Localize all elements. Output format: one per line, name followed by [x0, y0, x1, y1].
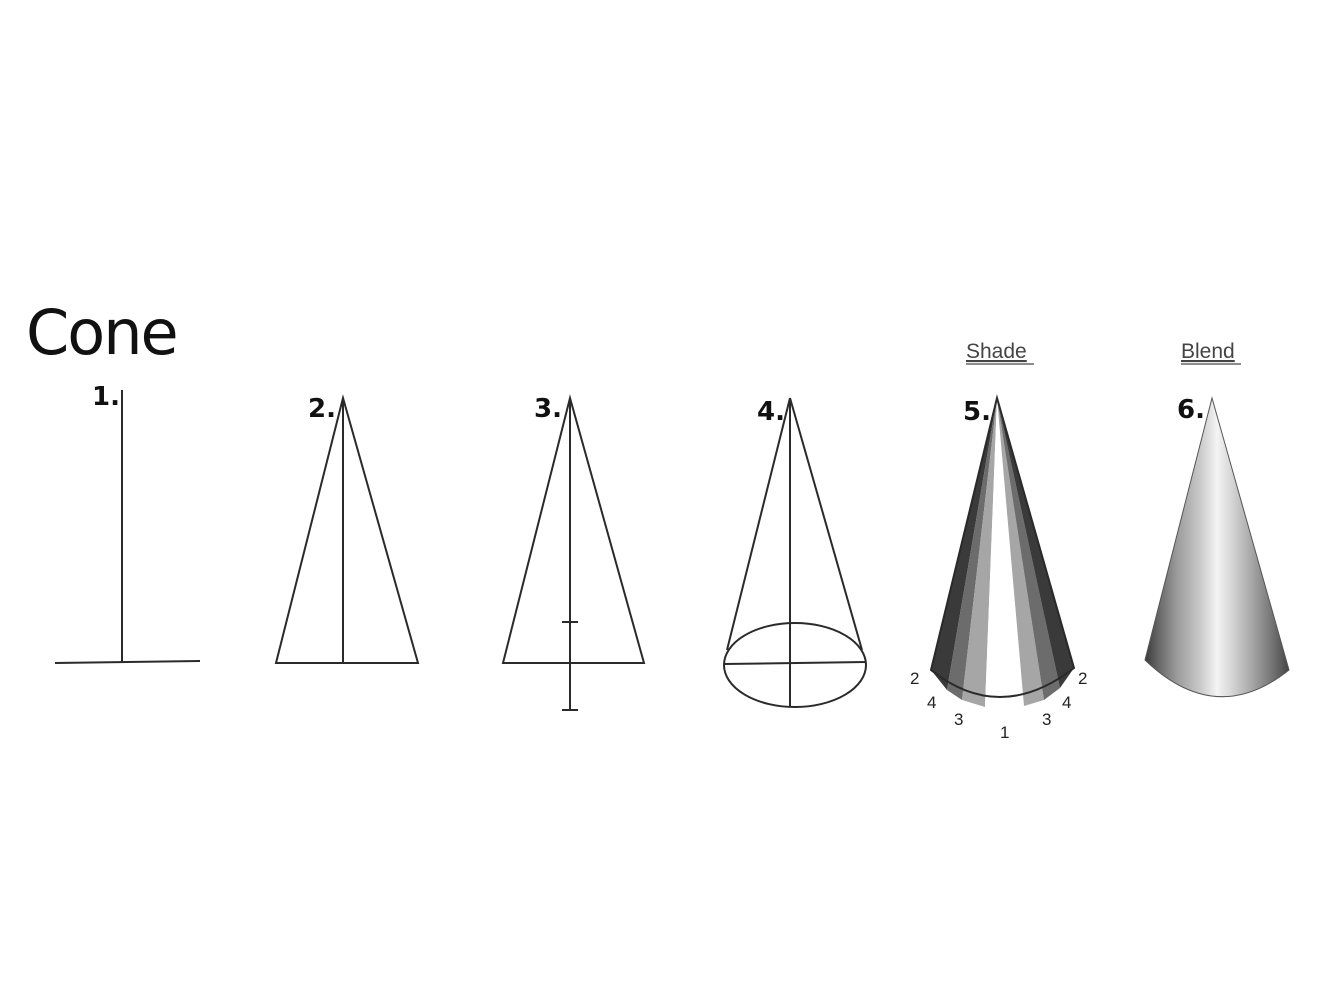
step-4: 4. — [723, 397, 867, 708]
step-caption: Blend — [1181, 340, 1235, 363]
base-line — [54, 660, 201, 664]
base-ellipse — [723, 622, 867, 708]
shade-number: 4 — [1062, 693, 1071, 712]
shade-band-1-center — [985, 398, 1024, 707]
step-number: 4. — [757, 397, 785, 427]
shade-band-2-left — [931, 398, 997, 690]
shade-number: 4 — [927, 693, 936, 712]
step-3: 3. — [501, 394, 646, 711]
shade-band-4-left — [947, 398, 997, 700]
page-title: Cone — [26, 296, 177, 369]
shade-number: 2 — [910, 669, 919, 688]
step-number: 5. — [963, 397, 991, 427]
blended-cone — [1144, 396, 1290, 698]
step-number: 3. — [534, 394, 562, 424]
step-2: 2. — [274, 394, 420, 664]
cone-side-left — [726, 397, 791, 651]
shade-number: 1 — [1000, 723, 1009, 742]
cone-triangle — [501, 394, 646, 664]
step-6: Blend 6. — [1144, 340, 1290, 698]
step-number: 6. — [1177, 395, 1205, 425]
shade-band-4-right — [997, 398, 1060, 700]
step-caption: Shade — [966, 340, 1027, 363]
shade-band-3-right — [997, 398, 1044, 706]
shade-number: 3 — [954, 710, 963, 729]
step-number: 2. — [308, 394, 336, 424]
step-1: 1. — [54, 382, 201, 664]
horizontal-axis-line — [723, 661, 867, 665]
step-5: Shade 5. 2 4 3 1 3 4 2 — [910, 340, 1087, 742]
shade-band-3-left — [962, 398, 997, 707]
shade-number: 2 — [1078, 669, 1087, 688]
cone-outline — [929, 394, 1076, 698]
cone-side-right — [789, 397, 863, 651]
shade-band-2-right — [997, 398, 1074, 688]
step-number: 1. — [92, 382, 120, 412]
cone-triangle — [274, 394, 420, 664]
shade-number: 3 — [1042, 710, 1051, 729]
